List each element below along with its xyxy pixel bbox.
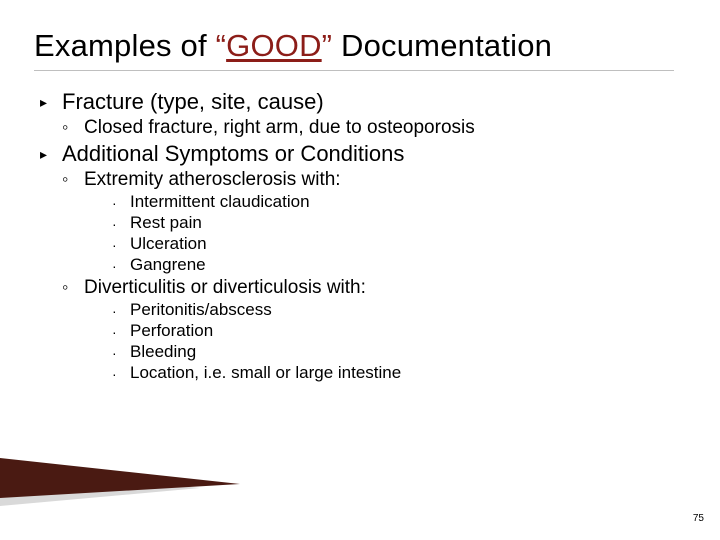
bullet-text: Extremity atherosclerosis with: [84, 169, 341, 191]
bullet-text: Diverticulitis or diverticulosis with: [84, 277, 366, 299]
bullet-text: Additional Symptoms or Conditions [62, 141, 404, 167]
bullet-text: Ulceration [130, 234, 207, 254]
bullet-text: Peritonitis/abscess [130, 300, 272, 320]
corner-decoration [0, 458, 240, 514]
bullet-level-2: ◦Extremity atherosclerosis with: [62, 169, 686, 191]
bullet-level-2: ◦Diverticulitis or diverticulosis with: [62, 277, 686, 299]
bullet-level-2: ◦Closed fracture, right arm, due to oste… [62, 117, 686, 139]
bullet-marker: ▸ [34, 89, 62, 111]
bullet-level-1: ▸Fracture (type, site, cause) [34, 89, 686, 115]
bullet-level-3: ·Ulceration [112, 234, 686, 254]
bullet-marker: · [112, 300, 130, 319]
bullet-level-3: ·Perforation [112, 321, 686, 341]
bullet-marker: · [112, 234, 130, 253]
bullet-text: Location, i.e. small or large intestine [130, 363, 401, 383]
bullet-marker: · [112, 321, 130, 340]
slide-title: Examples of “GOOD” Documentation [34, 28, 686, 64]
title-close-quote: ” [322, 28, 333, 63]
bullet-level-3: ·Intermittent claudication [112, 192, 686, 212]
bullet-text: Rest pain [130, 213, 202, 233]
bullet-level-3: ·Gangrene [112, 255, 686, 275]
bullet-marker: · [112, 342, 130, 361]
bullet-marker: ◦ [62, 277, 84, 298]
bullet-marker: · [112, 213, 130, 232]
bullet-level-3: ·Bleeding [112, 342, 686, 362]
bullet-text: Fracture (type, site, cause) [62, 89, 324, 115]
bullet-text: Intermittent claudication [130, 192, 310, 212]
page-number: 75 [693, 513, 704, 524]
bullet-text: Gangrene [130, 255, 206, 275]
title-emphasis-word: GOOD [226, 28, 322, 63]
bullet-level-1: ▸Additional Symptoms or Conditions [34, 141, 686, 167]
bullet-marker: ◦ [62, 117, 84, 138]
bullet-marker: · [112, 363, 130, 382]
title-rule [34, 70, 674, 71]
slide: Examples of “GOOD” Documentation ▸Fractu… [0, 0, 720, 540]
bullet-text: Perforation [130, 321, 213, 341]
bullet-text: Bleeding [130, 342, 196, 362]
bullet-marker: ▸ [34, 141, 62, 163]
bullet-marker: ◦ [62, 169, 84, 190]
bullet-text: Closed fracture, right arm, due to osteo… [84, 117, 475, 139]
bullet-level-3: ·Rest pain [112, 213, 686, 233]
title-prefix: Examples of [34, 28, 216, 63]
content-body: ▸Fracture (type, site, cause)◦Closed fra… [34, 89, 686, 383]
bullet-marker: · [112, 255, 130, 274]
title-suffix: Documentation [332, 28, 552, 63]
title-open-quote: “ [216, 28, 227, 63]
bullet-level-3: ·Peritonitis/abscess [112, 300, 686, 320]
bullet-marker: · [112, 192, 130, 211]
bullet-level-3: ·Location, i.e. small or large intestine [112, 363, 686, 383]
